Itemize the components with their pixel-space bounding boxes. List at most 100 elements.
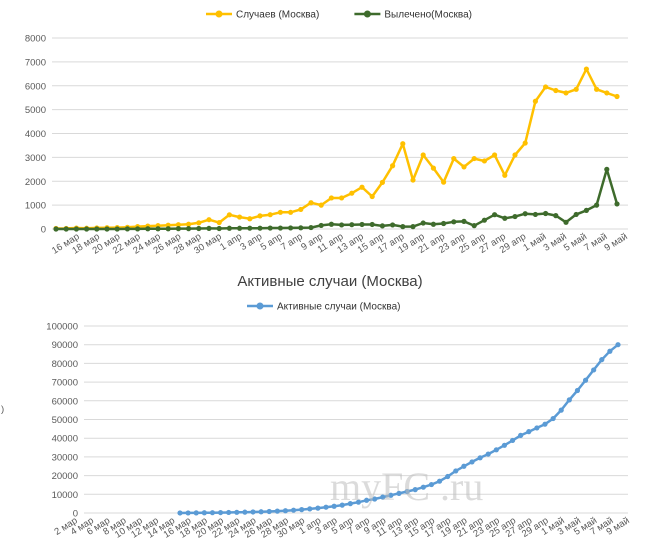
data-point: [451, 155, 457, 162]
data-point: [217, 509, 224, 516]
data-point: [379, 223, 385, 229]
data-point: [196, 225, 202, 232]
y-tick-label: 4000: [25, 129, 46, 140]
side-label: ): [1, 404, 4, 415]
legend-label: Случаев (Москва): [236, 10, 319, 21]
y-tick-label: 1000: [25, 201, 46, 212]
data-point: [124, 226, 130, 232]
data-point: [469, 459, 475, 465]
data-point: [512, 152, 518, 158]
data-point: [582, 377, 589, 383]
chart2-y-axis: 0 10000 20000 30000 40000 50000 60000 70000 8000…: [46, 322, 78, 520]
data-point: [404, 488, 410, 495]
chart1-series: [53, 66, 620, 232]
data-point: [369, 193, 375, 200]
legend-entry: Активные случаи (Москва): [247, 302, 400, 313]
data-point: [355, 499, 362, 505]
data-point: [594, 202, 600, 208]
y-tick-label: 8000: [25, 34, 46, 45]
data-point: [573, 211, 579, 218]
data-point: [216, 225, 222, 232]
data-point: [441, 220, 447, 227]
data-point: [247, 216, 253, 222]
data-point: [206, 225, 212, 232]
data-point: [165, 226, 171, 232]
chart1-gridlines: [52, 37, 628, 230]
data-point: [145, 226, 151, 232]
data-point: [543, 84, 549, 90]
data-point: [553, 213, 559, 219]
chart1-legend: Случаев (Москва) Вылечено(Москва): [206, 10, 472, 21]
chart2-gridlines: [84, 325, 628, 514]
legend-entry: Случаев (Москва): [206, 10, 319, 21]
y-tick-label: 7000: [25, 57, 46, 68]
data-point: [574, 387, 581, 394]
data-point: [175, 226, 181, 232]
chart2-series: [177, 342, 621, 516]
data-point: [471, 223, 477, 229]
data-point: [451, 219, 457, 225]
cases-recovered-chart: 0 1000 2000 3000 4000 5000 6000 7000 8000 16 мар…: [25, 10, 630, 257]
y-tick-label: 80000: [52, 359, 78, 370]
data-point: [542, 421, 548, 427]
data-point: [318, 222, 324, 229]
data-point: [400, 224, 406, 230]
data-point: [492, 152, 498, 158]
data-point: [155, 226, 161, 232]
data-point: [573, 86, 579, 92]
data-point: [501, 442, 508, 448]
data-point: [461, 164, 467, 170]
y-tick-label: 6000: [25, 81, 46, 92]
data-point: [509, 437, 516, 444]
data-point: [400, 141, 406, 147]
data-point: [607, 348, 613, 354]
data-point: [430, 165, 436, 171]
data-point: [290, 507, 297, 513]
data-point: [481, 217, 487, 223]
data-point: [242, 509, 248, 515]
data-point: [461, 218, 467, 224]
x-tick-label: 9 май: [603, 231, 630, 254]
data-point: [315, 505, 321, 511]
data-point: [63, 226, 69, 232]
data-point: [420, 152, 426, 158]
y-tick-label: 0: [41, 225, 46, 236]
data-point: [186, 221, 192, 227]
data-point: [175, 222, 181, 228]
data-point: [237, 214, 243, 220]
chart2-title: Активные случаи (Москва): [237, 273, 422, 290]
data-point: [614, 201, 620, 207]
data-point: [94, 226, 100, 232]
data-point: [615, 342, 621, 348]
data-point: [308, 224, 314, 231]
y-tick-label: 40000: [52, 434, 78, 445]
data-point: [445, 473, 451, 480]
legend-label: Активные случаи (Москва): [277, 302, 400, 313]
data-point: [323, 504, 329, 510]
data-point: [512, 213, 518, 220]
data-point: [349, 190, 355, 196]
data-point: [583, 207, 590, 213]
data-point: [379, 179, 385, 186]
data-point: [226, 225, 232, 231]
data-point: [372, 496, 378, 502]
data-point: [196, 220, 202, 226]
data-point: [359, 221, 365, 228]
data-point: [237, 225, 243, 231]
series-line: [55, 67, 618, 230]
legend-label: Вылечено(Москва): [384, 10, 472, 21]
y-tick-label: 5000: [25, 105, 46, 116]
data-point: [410, 224, 416, 230]
data-point: [298, 225, 304, 231]
data-point: [493, 447, 499, 453]
data-point: [522, 140, 528, 146]
data-point: [185, 510, 191, 516]
data-point: [441, 179, 447, 185]
data-point: [267, 212, 273, 218]
data-point: [339, 195, 345, 201]
data-point: [114, 226, 120, 232]
data-point: [318, 202, 324, 208]
data-point: [209, 510, 216, 516]
data-point: [84, 226, 90, 232]
data-point: [226, 212, 232, 218]
